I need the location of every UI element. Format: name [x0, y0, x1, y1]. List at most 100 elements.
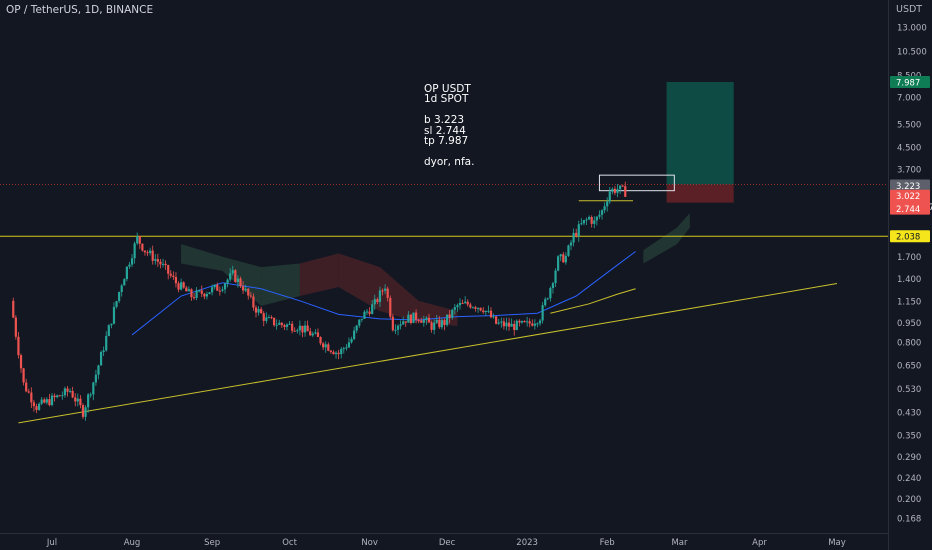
- candle-body: [32, 402, 36, 407]
- take-profit-zone: [666, 82, 734, 185]
- candle-body: [270, 317, 273, 319]
- candle-body: [12, 300, 15, 318]
- candle-body: [495, 316, 498, 324]
- x-tick-label: Apr: [752, 538, 767, 548]
- candle-body: [107, 325, 110, 337]
- candle-body: [507, 322, 511, 327]
- cloud-segment: [676, 213, 690, 245]
- candle-body: [440, 320, 444, 328]
- x-tick-label: Oct: [282, 538, 297, 548]
- candle-body: [265, 317, 268, 321]
- candle-body: [128, 264, 131, 267]
- candle-body: [303, 325, 307, 333]
- candle-body: [322, 343, 325, 348]
- candle-body: [469, 304, 472, 308]
- candle-body: [180, 282, 183, 290]
- moving-average-line: [131, 251, 636, 336]
- candle-body: [306, 325, 309, 332]
- candle-body: [487, 310, 490, 312]
- candle-body: [14, 317, 17, 337]
- candle-body: [337, 352, 340, 355]
- price-label-bg: [890, 189, 930, 202]
- candle-body: [544, 299, 547, 306]
- candle-body: [218, 290, 221, 292]
- candle-body: [588, 217, 591, 220]
- candle-body: [125, 266, 128, 280]
- cloud-segment: [299, 253, 339, 297]
- note-line-4: b 3.223: [424, 114, 465, 127]
- candle-body: [316, 332, 320, 337]
- candle-body: [216, 284, 219, 291]
- candle-body: [500, 321, 503, 323]
- candle-body: [546, 298, 549, 300]
- candle-body: [613, 188, 617, 193]
- candle-body: [136, 236, 139, 244]
- x-tick-label: Aug: [124, 538, 141, 548]
- candle-body: [280, 322, 283, 326]
- y-tick-label: 4.500: [897, 143, 921, 153]
- candle-body: [133, 243, 136, 259]
- y-tick-label: 7.000: [897, 93, 921, 103]
- candle-body: [528, 321, 531, 324]
- candle-body: [267, 317, 271, 319]
- candle-body: [562, 254, 565, 263]
- candle-body: [244, 288, 247, 291]
- candle-body: [350, 339, 353, 343]
- candle-body: [58, 395, 61, 397]
- x-tick-label: Nov: [361, 538, 378, 548]
- candle-body: [533, 323, 536, 326]
- candle-body: [27, 391, 30, 393]
- candle-body: [515, 320, 518, 330]
- candle-body: [213, 284, 216, 288]
- candle-body: [182, 282, 185, 288]
- candle-body: [301, 325, 304, 333]
- candle-body: [425, 317, 428, 320]
- candle-body: [141, 243, 144, 251]
- candle-body: [156, 259, 159, 262]
- candle-body: [590, 217, 593, 224]
- candle-body: [471, 307, 475, 309]
- candle-body: [557, 256, 560, 271]
- candle-body: [283, 325, 286, 327]
- candle-body: [174, 276, 178, 284]
- candle-body: [81, 405, 85, 417]
- candle-body: [105, 336, 108, 351]
- candle-body: [355, 325, 358, 331]
- candle-body: [291, 323, 294, 331]
- candle-body: [479, 307, 482, 311]
- candle-body: [223, 283, 227, 290]
- candle-body: [159, 261, 162, 265]
- candle-body: [74, 397, 77, 402]
- candle-body: [296, 330, 299, 332]
- price-label-bg: [890, 230, 930, 243]
- candle-body: [595, 216, 598, 221]
- candle-body: [19, 355, 23, 369]
- candle-body: [598, 214, 601, 217]
- candle-body: [360, 318, 363, 320]
- candle-body: [40, 399, 43, 404]
- candle-body: [236, 278, 240, 283]
- candle-body: [435, 319, 438, 323]
- candle-body: [407, 314, 410, 323]
- candle-body: [192, 297, 196, 299]
- candle-body: [433, 322, 436, 330]
- candle-body: [260, 309, 263, 314]
- candle-body: [130, 258, 134, 265]
- candle-body: [482, 310, 485, 313]
- candle-body: [593, 220, 596, 224]
- candle-body: [430, 322, 433, 330]
- candle-body: [63, 388, 67, 396]
- candle-body: [298, 325, 301, 331]
- candle-body: [169, 273, 172, 276]
- candle-body: [376, 299, 379, 302]
- candle-body: [309, 331, 312, 336]
- candle-body: [402, 321, 405, 325]
- candle-body: [329, 350, 332, 352]
- x-tick-label: Dec: [439, 538, 456, 548]
- candle-body: [84, 407, 87, 417]
- candle-body: [71, 390, 74, 398]
- candle-body: [167, 265, 170, 274]
- candle-body: [200, 290, 203, 294]
- candle-body: [381, 290, 384, 292]
